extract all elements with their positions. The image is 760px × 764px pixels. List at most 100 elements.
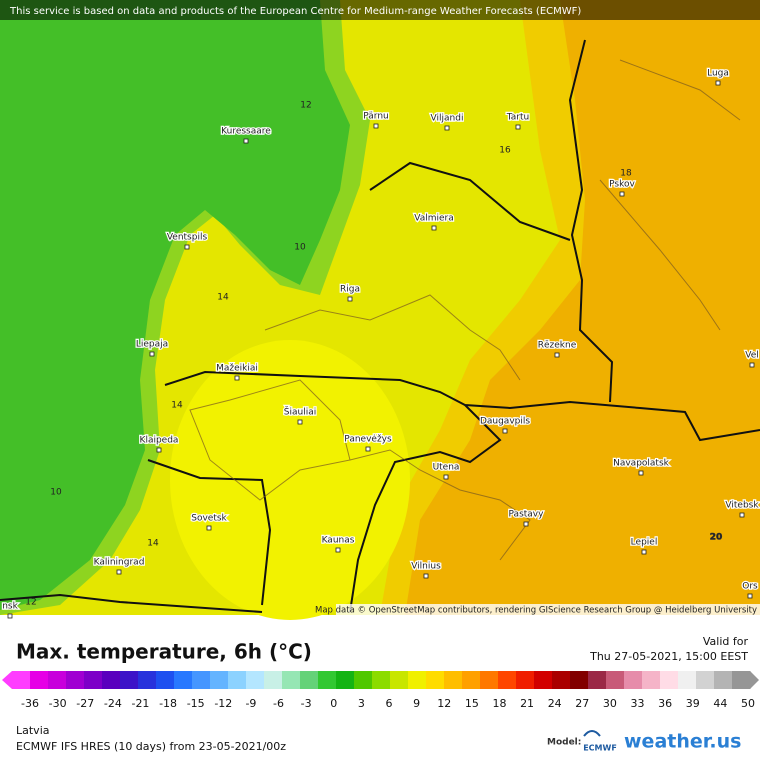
city-label: Kuressaare [221, 127, 271, 137]
scale-label: -30 [49, 697, 67, 710]
bar-segment [696, 671, 715, 689]
scale-label: 44 [713, 697, 727, 710]
bar-segment [444, 671, 463, 689]
bar-segment [678, 671, 697, 689]
scale-label: 33 [631, 697, 645, 710]
scale-label: 15 [465, 697, 479, 710]
bar-segment [660, 671, 679, 689]
bar-segment [498, 671, 517, 689]
bar-segment [408, 671, 427, 689]
city-label: Kaliningrad [94, 558, 145, 568]
scale-label: 39 [686, 697, 700, 710]
city-marker [638, 470, 644, 476]
bar-segment [66, 671, 85, 689]
bar-segment [120, 671, 139, 689]
bar-segment [588, 671, 607, 689]
bar-segment [390, 671, 409, 689]
city-label: Pskov [609, 180, 635, 190]
city-label: Daugavpils [480, 417, 530, 427]
city-marker [715, 80, 721, 86]
bar-segment [174, 671, 193, 689]
contour-label: 14 [217, 293, 229, 303]
bar-segment [48, 671, 67, 689]
bar-segment [552, 671, 571, 689]
city-label: Valmiera [414, 214, 454, 224]
city-marker [184, 244, 190, 250]
scale-label: -18 [159, 697, 177, 710]
city-marker [116, 569, 122, 575]
city-marker [234, 375, 240, 381]
valid-time: Thu 27-05-2021, 15:00 EEST [589, 650, 748, 663]
scale-label: 21 [520, 697, 534, 710]
model-run: ECMWF IFS HRES (10 days) from 23-05-2021… [16, 740, 286, 753]
attribution: Map data © OpenStreetMap contributors, r… [315, 606, 757, 616]
country-borders [0, 39, 760, 613]
city-marker [502, 428, 508, 434]
scale-label: 30 [603, 697, 617, 710]
mild-zone [170, 340, 410, 620]
city-marker [206, 525, 212, 531]
city-label: Vitebsk [725, 501, 759, 511]
city-label: Pärnu [363, 112, 389, 122]
city-label: Luga [707, 69, 729, 79]
city-marker [335, 547, 341, 553]
city-label: Riga [340, 285, 360, 295]
bar-segment [534, 671, 553, 689]
city-label: Navapolatsk [613, 459, 670, 469]
scale-label: -9 [245, 697, 256, 710]
city-label: Šiauliai [284, 406, 316, 418]
scale-label: 18 [492, 697, 506, 710]
bar-tip [2, 671, 12, 689]
contour-label: 14 [147, 539, 159, 549]
bar-segment [318, 671, 337, 689]
city-label: Kaunas [322, 536, 355, 546]
scale-label: 27 [575, 697, 589, 710]
region-borders [189, 59, 741, 561]
bar-segment [282, 671, 301, 689]
bar-segment [336, 671, 355, 689]
city-marker [641, 549, 647, 555]
scale-label: 9 [413, 697, 420, 710]
city-marker [554, 352, 560, 358]
city-label: Ors [742, 582, 758, 592]
model-label: Model: [547, 738, 581, 748]
scale-label: 50 [741, 697, 755, 710]
city-marker [149, 351, 155, 357]
city-label: Viljandi [431, 114, 464, 124]
scale-label: 36 [658, 697, 672, 710]
city-marker [523, 521, 529, 527]
city-label: Mažeikiai [216, 364, 258, 374]
scale-label: 24 [548, 697, 562, 710]
scale-label: -24 [104, 697, 122, 710]
contour-label: 12 [25, 598, 36, 608]
city-marker [243, 138, 249, 144]
bar-segment [642, 671, 661, 689]
bar-segment [354, 671, 373, 689]
bar-segment [732, 671, 751, 689]
region: Latvia [16, 724, 50, 737]
contour-label: 18 [620, 169, 632, 179]
city-marker [365, 446, 371, 452]
city-marker [373, 123, 379, 129]
scale-label: -27 [76, 697, 94, 710]
city-label: nsk [2, 602, 18, 612]
city-marker [156, 447, 162, 453]
ecmwf-logo-arc [583, 730, 601, 737]
bar-segment [264, 671, 283, 689]
notice-bar [0, 0, 760, 20]
contour-label: 16 [499, 146, 511, 156]
bar-segment [246, 671, 265, 689]
city-marker [431, 225, 437, 231]
city-label: Pastavy [509, 510, 545, 520]
color-bar [2, 671, 759, 689]
bar-segment [570, 671, 589, 689]
bar-segment [372, 671, 391, 689]
scale-label: 0 [330, 697, 337, 710]
city-marker [515, 124, 521, 130]
city-label: Utena [433, 463, 460, 473]
scale-label: -15 [187, 697, 205, 710]
bar-segment [156, 671, 175, 689]
brand: weather.us [624, 731, 741, 753]
